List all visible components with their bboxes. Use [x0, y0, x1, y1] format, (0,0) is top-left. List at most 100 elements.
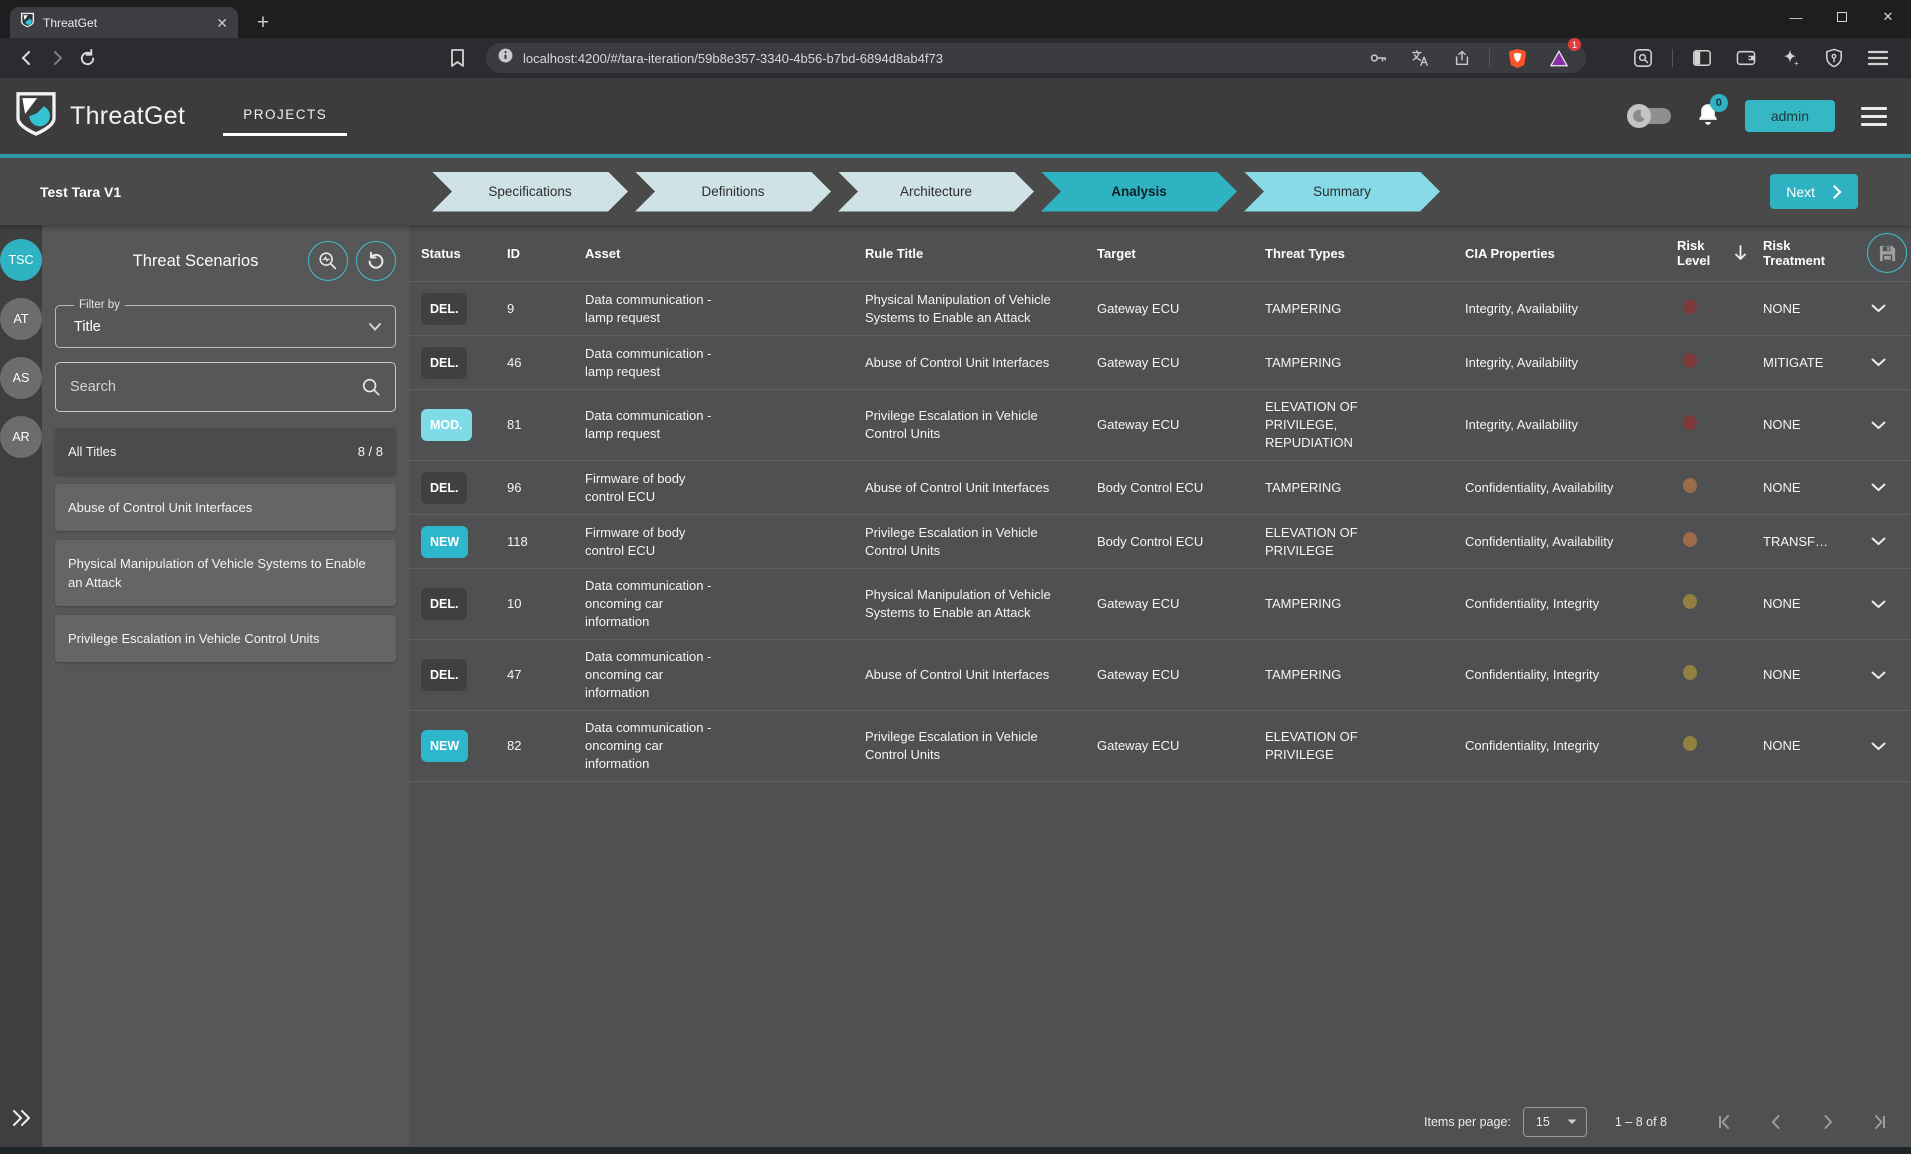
- search-input[interactable]: [70, 379, 361, 395]
- reload-button[interactable]: [72, 43, 102, 73]
- status-cell: NEW: [421, 518, 507, 566]
- forward-button[interactable]: [42, 43, 72, 73]
- wizard-step-architecture[interactable]: Architecture: [838, 172, 1034, 212]
- save-table-button[interactable]: [1867, 233, 1907, 273]
- window-close-button[interactable]: ✕: [1882, 9, 1894, 24]
- wizard-step-summary[interactable]: Summary: [1244, 172, 1440, 212]
- browser-menu-icon[interactable]: [1863, 43, 1893, 73]
- row-expand-button[interactable]: [1867, 529, 1911, 554]
- next-page-icon[interactable]: [1817, 1111, 1839, 1133]
- cia-properties-cell: Confidentiality, Availability: [1465, 479, 1614, 495]
- notifications-bell-icon[interactable]: 0: [1697, 93, 1728, 131]
- wizard-step-definitions[interactable]: Definitions: [635, 172, 831, 212]
- translate-icon[interactable]: [1405, 43, 1435, 73]
- url-bar[interactable]: localhost:4200/#/tara-iteration/59b8e357…: [486, 38, 1586, 73]
- vpn-shield-icon[interactable]: [1819, 43, 1849, 73]
- search-field[interactable]: [55, 362, 396, 412]
- filter-item-title[interactable]: Abuse of Control Unit Interfaces: [55, 484, 396, 531]
- row-expand-button[interactable]: [1867, 475, 1911, 500]
- app-menu-icon[interactable]: [1861, 106, 1887, 126]
- next-button[interactable]: Next: [1770, 174, 1858, 209]
- filter-item-title[interactable]: Privilege Escalation in Vehicle Control …: [55, 615, 396, 662]
- status-badge: DEL.: [421, 588, 468, 620]
- panel-title: Threat Scenarios: [132, 251, 259, 270]
- asset-cell: Data communication - oncoming car inform…: [585, 720, 712, 771]
- last-page-icon[interactable]: [1869, 1111, 1891, 1133]
- risk-level-cell: [1677, 524, 1763, 560]
- site-info-icon[interactable]: [498, 48, 513, 68]
- sidebar-toggle-icon[interactable]: [1687, 43, 1717, 73]
- row-expand-button[interactable]: [1867, 350, 1911, 375]
- threat-table-row[interactable]: DEL. 47 Data communication - oncoming car …: [409, 639, 1911, 710]
- rule-title-cell: Privilege Escalation in Vehicle Control …: [865, 408, 1038, 441]
- wallet-icon[interactable]: [1731, 43, 1761, 73]
- chevron-down-icon: [1871, 421, 1886, 429]
- expand-sidebar-icon[interactable]: [10, 1108, 32, 1133]
- first-page-icon[interactable]: [1713, 1111, 1735, 1133]
- row-expand-button[interactable]: [1867, 296, 1911, 321]
- filter-item-all-titles[interactable]: All Titles 8 / 8: [55, 428, 396, 475]
- status-cell: MOD.: [421, 401, 507, 449]
- filter-item-title[interactable]: Physical Manipulation of Vehicle Systems…: [55, 540, 396, 606]
- rail-avatar-at[interactable]: AT: [0, 298, 42, 340]
- threat-table-row[interactable]: DEL. 96 Firmware of body control ECU Abuse …: [409, 460, 1911, 514]
- threat-table-row[interactable]: DEL. 9 Data communication - lamp request Ph…: [409, 281, 1911, 335]
- threat-types-cell: ELEVATION OF PRIVILEGE, REPUDIATION: [1265, 399, 1358, 450]
- risk-level-cell: [1677, 657, 1763, 693]
- column-header-asset: Asset: [585, 245, 621, 261]
- status-cell: DEL.: [421, 580, 507, 628]
- column-header-status: Status: [421, 245, 461, 261]
- threat-table-row[interactable]: DEL. 10 Data communication - oncoming car …: [409, 568, 1911, 639]
- new-tab-button[interactable]: +: [256, 10, 270, 34]
- target-cell: Gateway ECU: [1097, 596, 1180, 611]
- wizard-step-specifications[interactable]: Specifications: [432, 172, 628, 212]
- risk-treatment-cell: NONE: [1763, 300, 1801, 316]
- nav-tab-projects[interactable]: PROJECTS: [223, 97, 348, 136]
- passwords-key-icon[interactable]: [1363, 43, 1393, 73]
- rail-avatar-ar[interactable]: AR: [0, 416, 42, 458]
- items-per-page-label: Items per page:: [1424, 1115, 1511, 1129]
- items-per-page-select[interactable]: 15: [1522, 1107, 1587, 1137]
- row-expand-button[interactable]: [1867, 592, 1911, 617]
- admin-user-button[interactable]: admin: [1744, 100, 1835, 132]
- window-maximize-button[interactable]: [1819, 0, 1865, 34]
- search-tabs-icon[interactable]: [1628, 43, 1658, 73]
- chevron-down-icon: [1871, 671, 1886, 679]
- id-cell: 46: [507, 354, 522, 370]
- refresh-button[interactable]: [356, 241, 396, 281]
- brave-rewards-icon[interactable]: 1: [1544, 38, 1581, 73]
- filter-by-field[interactable]: Filter by Title: [55, 299, 396, 348]
- threat-table-row[interactable]: NEW 118 Firmware of body control ECU Privil…: [409, 514, 1911, 568]
- share-icon[interactable]: [1447, 43, 1477, 73]
- column-header-risk-level[interactable]: Risk Level: [1677, 230, 1763, 276]
- previous-page-icon[interactable]: [1765, 1111, 1787, 1133]
- chevron-down-icon: [1871, 742, 1886, 750]
- analyze-search-button[interactable]: [308, 241, 348, 281]
- wizard-step-analysis[interactable]: Analysis: [1041, 172, 1237, 212]
- threat-table-row[interactable]: DEL. 46 Data communication - lamp request A…: [409, 335, 1911, 389]
- asset-cell: Data communication - lamp request: [585, 408, 712, 441]
- brave-shields-icon[interactable]: [1502, 43, 1532, 73]
- leo-ai-icon[interactable]: [1775, 43, 1805, 73]
- id-cell: 96: [507, 479, 522, 495]
- browser-tab[interactable]: ThreatGet ✕: [10, 7, 238, 38]
- chevron-down-icon: [1871, 600, 1886, 608]
- sort-descending-icon[interactable]: [1733, 245, 1748, 261]
- back-button[interactable]: [12, 43, 42, 73]
- tab-close-icon[interactable]: ✕: [216, 14, 228, 31]
- row-expand-button[interactable]: [1867, 734, 1911, 759]
- rail-avatar-as[interactable]: AS: [0, 357, 42, 399]
- favicon-threatget: [20, 12, 35, 33]
- status-cell: DEL.: [421, 339, 507, 387]
- window-minimize-button[interactable]: —: [1789, 9, 1803, 25]
- rail-avatar-tsc[interactable]: TSC: [0, 239, 42, 281]
- rule-title-cell: Abuse of Control Unit Interfaces: [865, 667, 1050, 682]
- risk-level-cell: [1677, 728, 1763, 764]
- threat-table-row[interactable]: NEW 82 Data communication - oncoming car i…: [409, 710, 1911, 782]
- row-expand-button[interactable]: [1867, 413, 1911, 438]
- dark-mode-toggle[interactable]: [1626, 104, 1671, 128]
- bookmark-icon[interactable]: [442, 43, 472, 73]
- rule-title-cell: Physical Manipulation of Vehicle Systems…: [865, 291, 1051, 325]
- row-expand-button[interactable]: [1867, 663, 1911, 688]
- threat-table-row[interactable]: MOD. 81 Data communication - lamp request P…: [409, 389, 1911, 460]
